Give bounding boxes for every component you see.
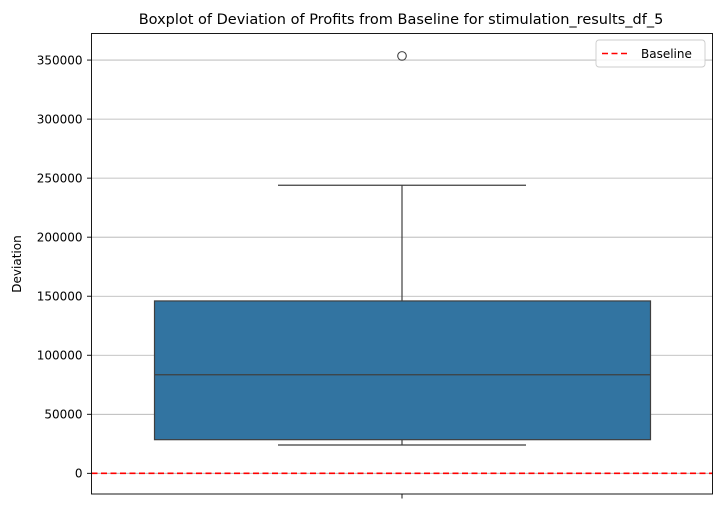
y-tick-label: 150000: [37, 290, 83, 304]
plot-frame: [91, 33, 713, 495]
y-tick-label: 50000: [44, 408, 82, 422]
outlier-point: [397, 51, 407, 61]
y-tick-label: 200000: [37, 230, 83, 244]
y-tick-label: 100000: [37, 349, 83, 363]
legend-label-baseline: Baseline: [641, 47, 692, 61]
interquartile-box: [153, 300, 652, 441]
y-axis-label: Deviation: [10, 235, 24, 292]
chart-title: Boxplot of Deviation of Profits from Bas…: [139, 12, 664, 28]
y-tick-label: 250000: [37, 171, 83, 185]
y-tick-label: 300000: [37, 112, 83, 126]
box-group: [153, 51, 652, 446]
legend: Baseline: [595, 39, 706, 68]
legend-box: [595, 39, 706, 68]
outlier-points: [397, 51, 407, 61]
y-tick-label: 0: [75, 467, 83, 481]
y-axis-ticks: 0 50000 100000 150000 200000 250000 300000 3500…: [37, 53, 92, 481]
y-tick-label: 350000: [37, 53, 83, 67]
